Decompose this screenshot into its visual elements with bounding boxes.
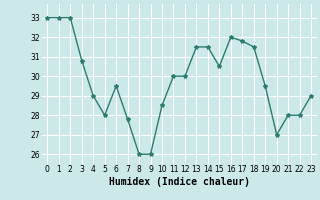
X-axis label: Humidex (Indice chaleur): Humidex (Indice chaleur)	[109, 177, 250, 187]
